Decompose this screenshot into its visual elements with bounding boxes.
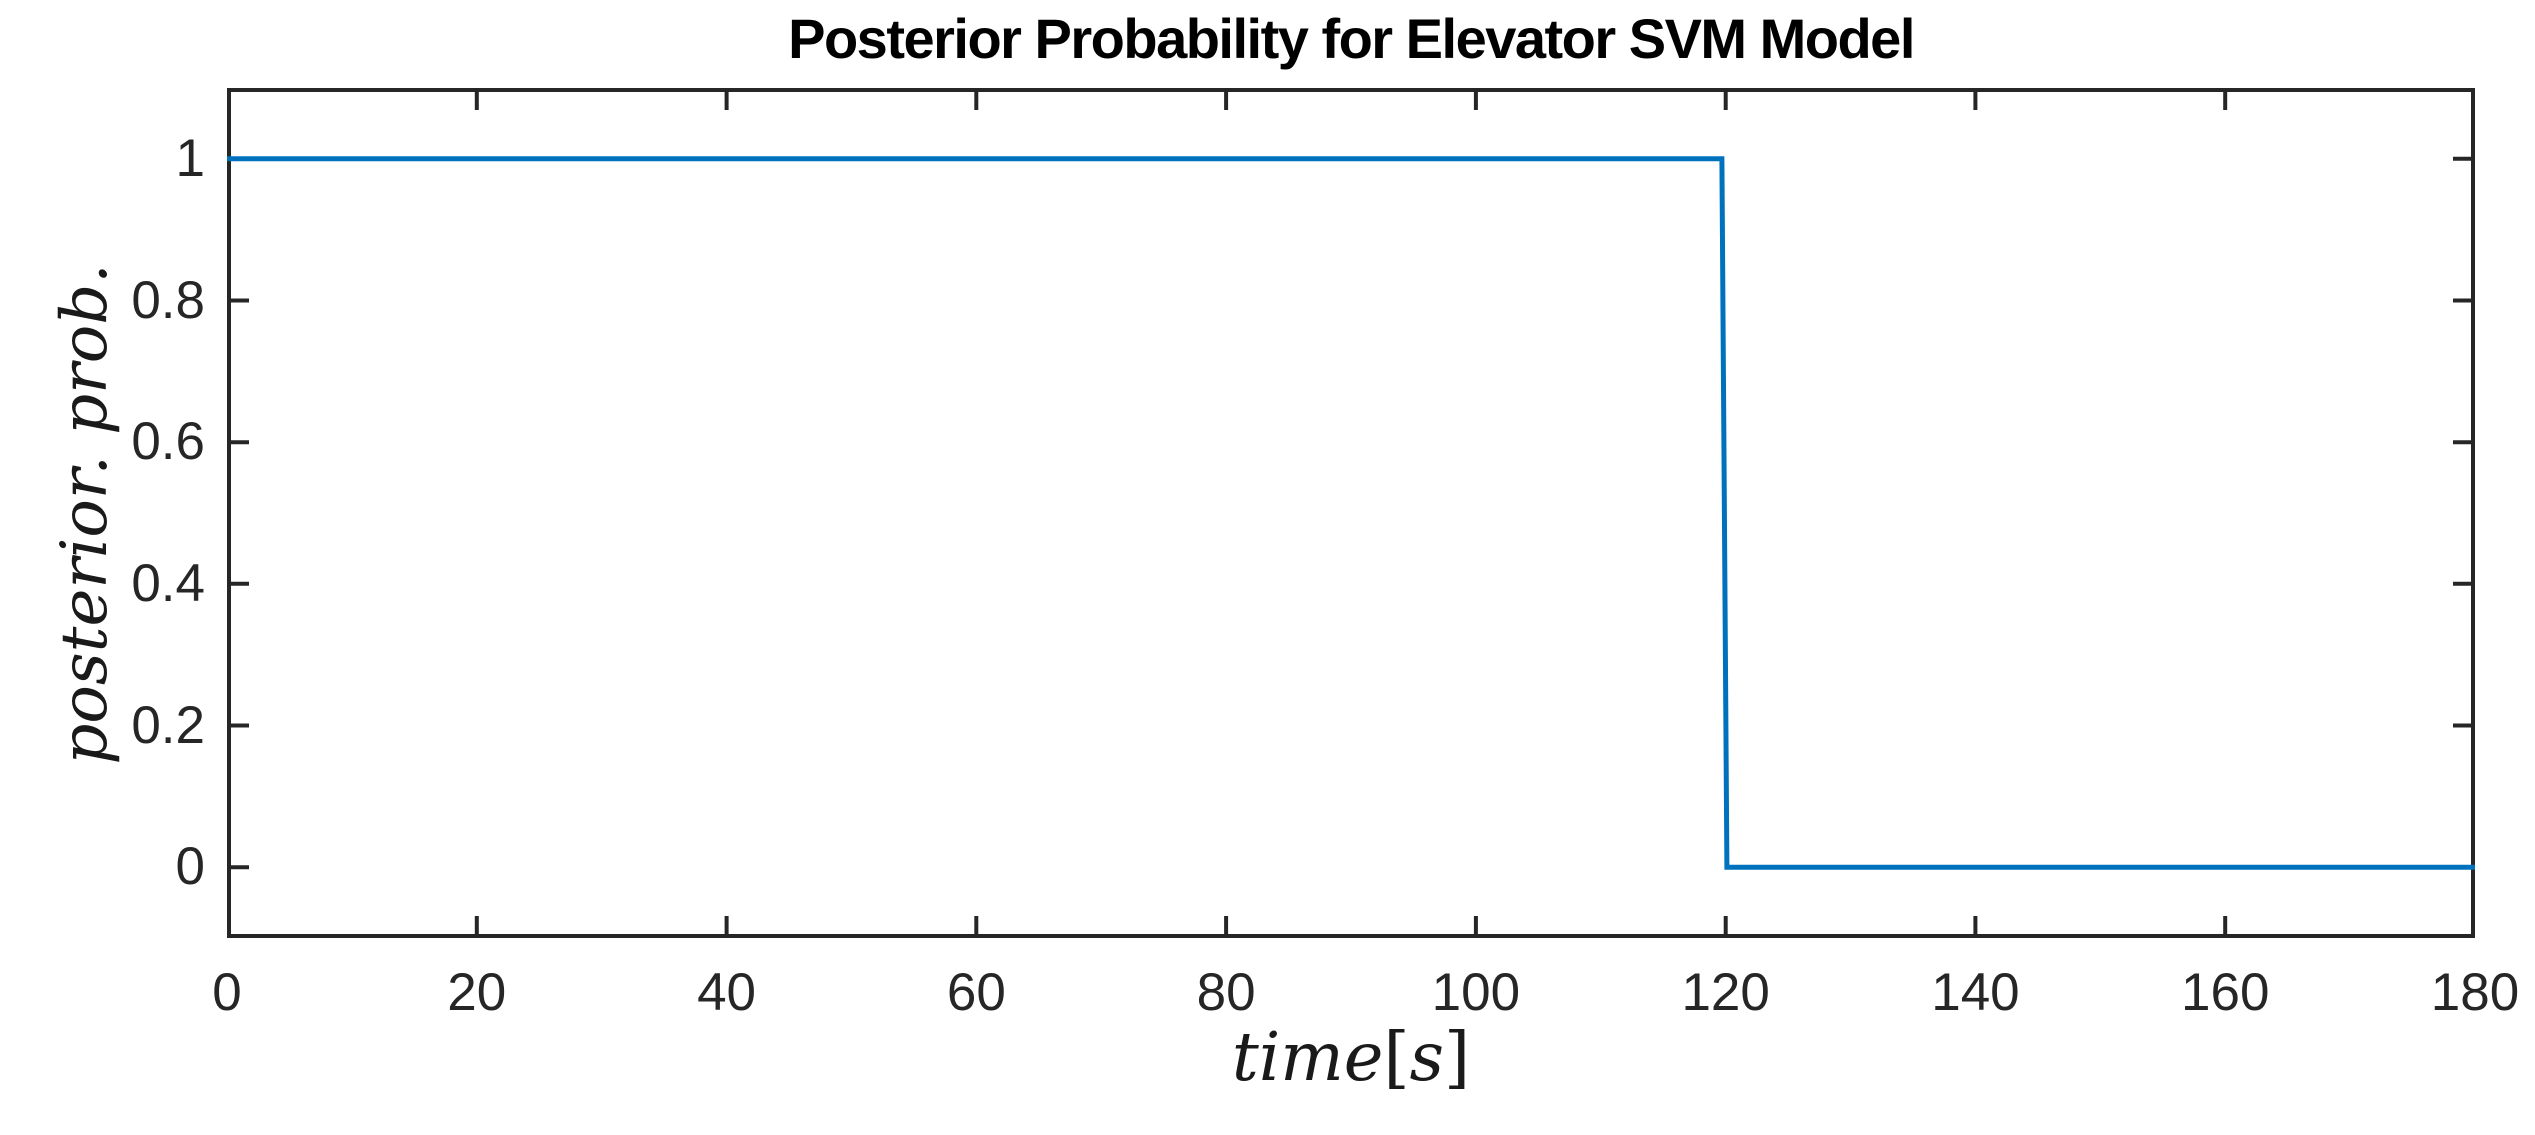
series-line-posterior-probability <box>227 156 2475 870</box>
x-tick-labels: 0 20 40 60 80 100 120 140 160 180 <box>0 962 2535 1024</box>
x-axis-label-open-bracket: [ <box>1383 1018 1410 1096</box>
x-tick-label: 40 <box>697 963 757 1022</box>
y-tick-label: 1 <box>175 128 205 188</box>
x-tick-label: 140 <box>1931 963 2020 1022</box>
x-axis-label-close-bracket: ] <box>1443 1018 1471 1096</box>
x-tick-label: 20 <box>447 963 507 1022</box>
x-axis-label-word: time <box>1231 1018 1384 1096</box>
y-tick-label: 0 <box>175 837 205 897</box>
plot-canvas <box>227 88 2475 938</box>
plot-border <box>227 88 2475 938</box>
y-tick-label: 0.4 <box>131 553 205 613</box>
x-axis-label-unit: s <box>1409 1018 1444 1096</box>
x-tick-label: 120 <box>1681 963 1770 1022</box>
y-tick-labels: 0 0.2 0.4 0.6 0.8 1 <box>0 0 205 1135</box>
y-tick-label: 0.6 <box>131 412 205 472</box>
x-axis-label: time[s] <box>227 1018 2475 1096</box>
x-tick-label: 80 <box>1196 963 1256 1022</box>
x-tick-label: 160 <box>2181 963 2270 1022</box>
x-tick-label: 100 <box>1431 963 1521 1022</box>
y-tick-label: 0.2 <box>131 695 205 755</box>
y-tick-label: 0.8 <box>131 270 205 330</box>
x-tick-label: 60 <box>946 963 1006 1022</box>
x-tick-label: 180 <box>2430 963 2520 1022</box>
plot-area <box>227 88 2475 938</box>
x-tick-label: 0 <box>212 963 242 1022</box>
chart-title: Posterior Probability for Elevator SVM M… <box>788 7 1915 70</box>
